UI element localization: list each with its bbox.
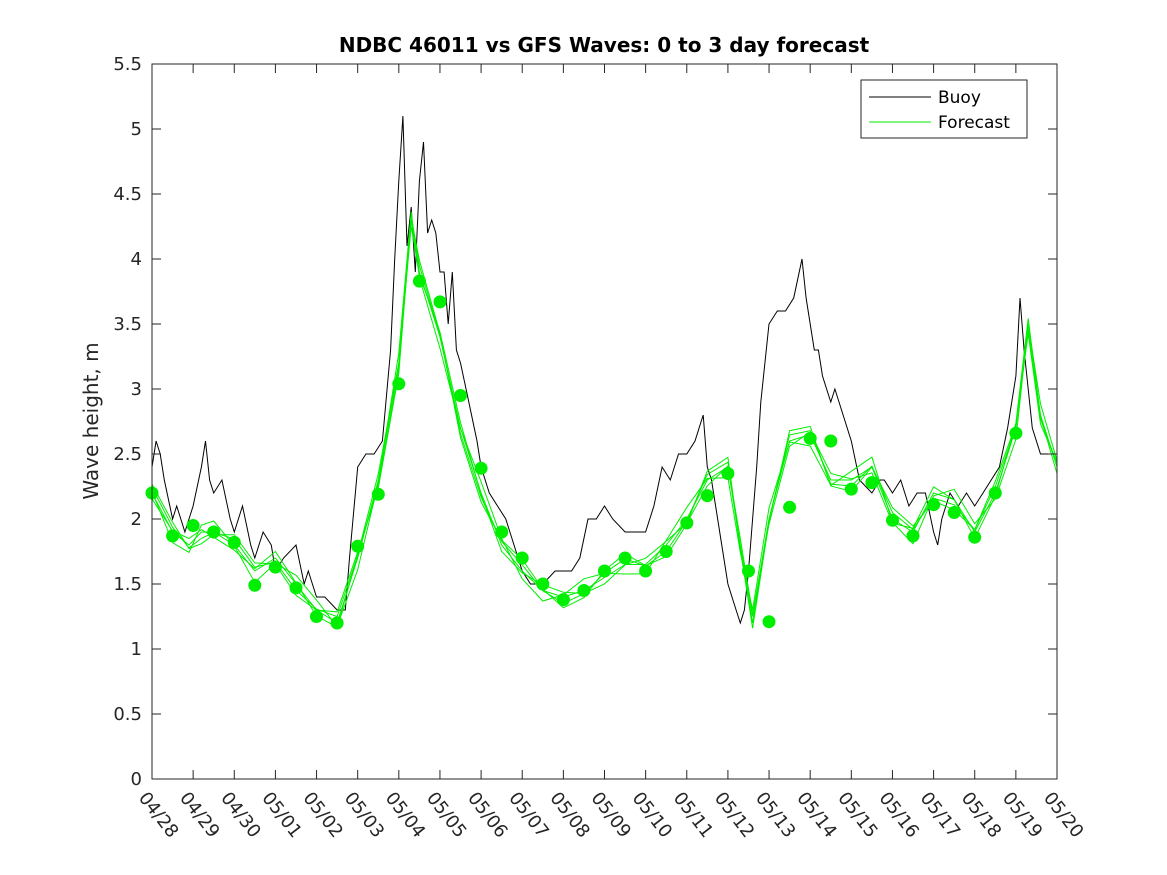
forecast-marker-point <box>351 539 365 553</box>
forecast-marker-point <box>988 486 1002 500</box>
forecast-marker-point <box>556 593 570 607</box>
x-tick-label: 05/14 <box>792 788 840 842</box>
forecast-marker-point <box>865 476 879 490</box>
forecast-marker-point <box>803 431 817 445</box>
forecast-marker-point <box>536 577 550 591</box>
legend-forecast-label: Forecast <box>938 113 1010 133</box>
forecast-marker-point <box>268 560 282 574</box>
y-tick-label: 3.5 <box>113 314 142 335</box>
y-tick-label: 5.5 <box>113 54 142 75</box>
y-tick-label: 0 <box>131 769 142 790</box>
forecast-marker-point <box>289 581 303 595</box>
forecast-marker-point <box>762 615 776 629</box>
y-tick-label: 0.5 <box>113 704 142 725</box>
x-tick-label: 05/08 <box>545 788 593 842</box>
x-tick-label: 05/18 <box>957 788 1005 842</box>
forecast-marker-point <box>186 519 200 532</box>
forecast-marker-point <box>515 551 529 565</box>
x-tick-label: 04/30 <box>216 788 264 842</box>
x-tick-label: 05/17 <box>916 788 964 842</box>
x-tick-label: 04/28 <box>134 788 182 842</box>
axes-box <box>151 63 1058 780</box>
legend-box <box>860 79 1028 139</box>
forecast-series-line-3 <box>151 211 1058 628</box>
forecast-marker-point <box>474 461 488 475</box>
y-tick-label: 2 <box>131 509 142 530</box>
forecast-marker-point <box>639 564 653 578</box>
x-tick-label: 05/20 <box>1039 788 1087 842</box>
forecast-marker-point <box>598 564 611 578</box>
x-tick-label: 05/15 <box>833 788 881 842</box>
forecast-marker-point <box>392 377 406 391</box>
x-tick-label: 04/29 <box>175 788 223 842</box>
forecast-marker-point <box>700 489 714 503</box>
x-tick-label: 05/16 <box>875 788 923 842</box>
forecast-marker-point <box>577 584 591 597</box>
forecast-marker-point <box>412 274 426 288</box>
legend-buoy-label: Buoy <box>938 88 981 108</box>
x-tick-label: 05/05 <box>422 788 470 842</box>
forecast-marker-point <box>227 535 241 549</box>
forecast-marker-point <box>906 529 920 543</box>
forecast-marker-point <box>721 467 735 480</box>
x-tick-label: 05/04 <box>381 788 429 842</box>
forecast-marker-point <box>824 434 838 448</box>
forecast-marker-point <box>454 389 467 402</box>
y-tick-label: 4 <box>131 249 142 270</box>
forecast-marker-point <box>886 513 899 527</box>
x-tick-label: 05/03 <box>340 788 388 842</box>
x-tick-label: 05/09 <box>587 788 635 842</box>
y-tick-label: 1.5 <box>113 574 142 595</box>
y-tick-label: 3 <box>131 379 142 400</box>
y-axis-label: Wave height, m <box>79 342 103 499</box>
x-tick-label: 05/02 <box>299 788 347 842</box>
forecast-marker-point <box>783 500 797 514</box>
forecast-marker-point <box>927 498 941 512</box>
forecast-marker-point <box>680 516 694 530</box>
forecast-series-line-0 <box>151 219 1058 624</box>
y-tick-label: 5 <box>131 119 142 140</box>
x-tick-label: 05/12 <box>710 788 758 842</box>
forecast-marker-point <box>659 545 673 558</box>
y-tick-label: 1 <box>131 639 142 660</box>
forecast-marker-point <box>371 487 385 501</box>
forecast-marker-point <box>742 564 755 578</box>
x-tick-label: 05/07 <box>504 788 552 842</box>
forecast-marker-point <box>947 506 961 519</box>
forecast-marker-point <box>207 525 221 539</box>
forecast-marker-point <box>618 551 632 565</box>
y-tick-label: 4.5 <box>113 184 142 205</box>
y-tick-label: 2.5 <box>113 444 142 465</box>
axes: 00.511.522.533.544.555.504/2804/2904/300… <box>113 54 1087 842</box>
legend: Buoy Forecast <box>860 79 1028 139</box>
x-tick-label: 05/11 <box>669 788 717 842</box>
x-tick-label: 05/06 <box>463 788 511 842</box>
x-tick-label: 05/10 <box>628 788 676 842</box>
plot-area <box>145 115 1058 630</box>
chart-title: NDBC 46011 vs GFS Waves: 0 to 3 day fore… <box>339 33 870 57</box>
forecast-series-line-1 <box>151 217 1058 623</box>
forecast-marker-point <box>330 616 344 630</box>
buoy-series-line <box>151 115 1057 625</box>
x-tick-label: 05/19 <box>998 788 1046 842</box>
x-tick-label: 05/01 <box>257 788 305 842</box>
forecast-marker-point <box>495 525 509 539</box>
forecast-marker-point <box>968 530 982 544</box>
forecast-marker-point <box>433 295 447 309</box>
forecast-marker-point <box>248 578 262 592</box>
forecast-marker-point <box>844 482 858 496</box>
x-tick-label: 05/13 <box>751 788 799 842</box>
forecast-marker-point <box>310 610 323 623</box>
forecast-marker-point <box>166 529 180 543</box>
forecast-marker-point <box>1009 426 1023 440</box>
